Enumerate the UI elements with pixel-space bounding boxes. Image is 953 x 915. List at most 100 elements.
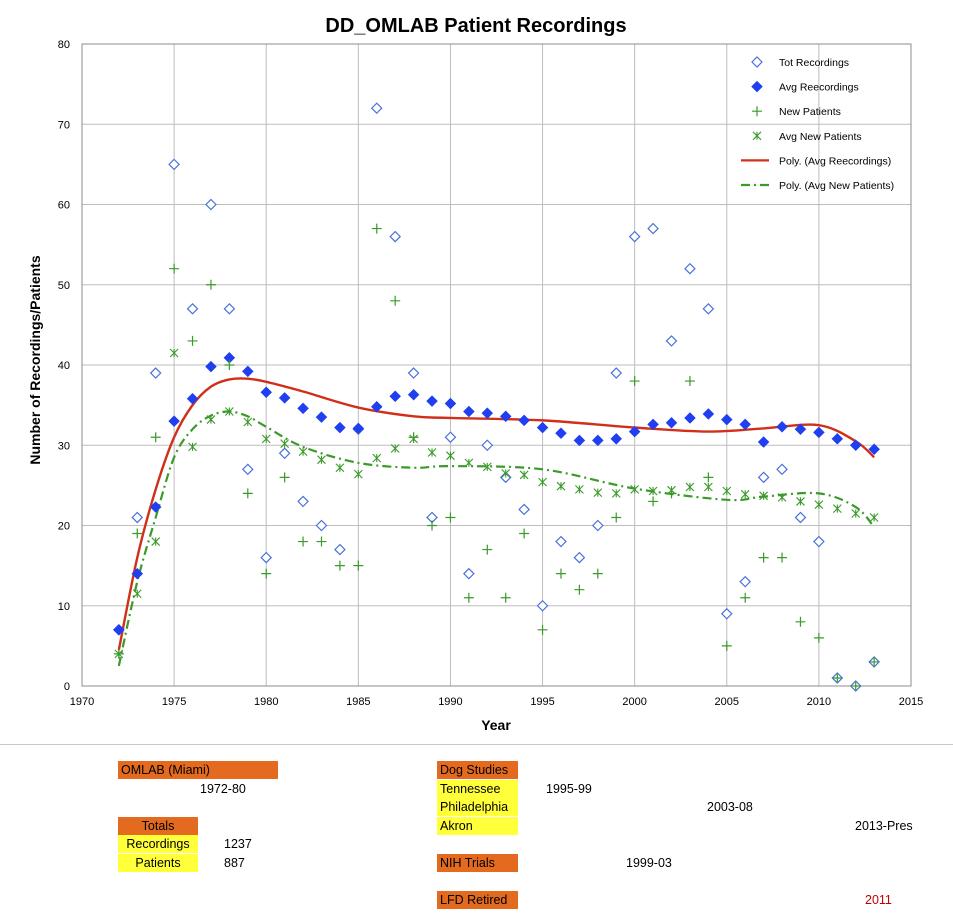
point-s3-2005 [722, 486, 732, 496]
point-s3-2001 [648, 486, 658, 496]
point-s3-1980 [261, 434, 271, 444]
point-s1-1984 [334, 421, 346, 434]
point-s2-1991 [463, 592, 474, 603]
point-s1-1983 [315, 411, 328, 424]
point-s3-2002 [667, 485, 676, 495]
legend-marker-1 [751, 80, 763, 93]
point-s1-1992 [481, 407, 494, 420]
akron-label: Akron [437, 817, 518, 835]
lfd-retired-label: LFD Retired [437, 891, 518, 909]
nih-trials-years: 1999-03 [626, 856, 672, 870]
point-s3-1982 [298, 447, 308, 457]
point-s2-2004 [703, 472, 714, 483]
legend-label-1: Avg Reecordings [779, 82, 859, 94]
point-s0-2007 [757, 471, 770, 484]
point-s2-1974 [150, 432, 161, 443]
point-s3-1979 [243, 417, 253, 427]
point-s1-2010 [813, 426, 825, 439]
point-s1-1989 [426, 395, 438, 407]
y-tick-label: 70 [58, 119, 70, 131]
nih-trials-label: NIH Trials [437, 854, 518, 872]
point-s1-1977 [205, 360, 217, 373]
point-s3-1986 [372, 453, 382, 463]
legend-label-2: New Patients [779, 106, 841, 118]
point-s3-1995 [538, 477, 547, 487]
point-s2-1983 [316, 536, 327, 547]
point-s0-2008 [776, 463, 788, 476]
point-s2-1990 [445, 512, 456, 523]
point-s0-1975 [168, 158, 180, 171]
point-s3-1988 [409, 434, 418, 444]
point-s2-1984 [334, 560, 345, 571]
point-s3-1977 [206, 415, 216, 424]
point-s2-1982 [298, 536, 309, 547]
point-s3-1994 [519, 470, 529, 480]
point-s3-1978 [224, 407, 234, 416]
point-s1-2003 [684, 412, 696, 424]
point-s2-1980 [261, 568, 272, 579]
dog-studies-label: Dog Studies [437, 761, 518, 779]
y-tick-label: 0 [64, 681, 70, 693]
point-s0-1982 [297, 495, 309, 508]
point-s0-2000 [628, 230, 641, 243]
point-s3-1972 [114, 649, 124, 659]
point-s0-2009 [794, 511, 807, 524]
point-s2-2005 [721, 640, 732, 651]
point-s2-2003 [684, 376, 695, 387]
tennessee-years: 1995-99 [546, 782, 592, 796]
point-s2-1978 [224, 360, 235, 370]
point-s2-1987 [390, 295, 401, 306]
omlab-years: 1972-80 [200, 782, 246, 796]
x-tick-label: 1970 [70, 696, 94, 708]
point-s2-2006 [740, 592, 751, 603]
point-s0-1987 [389, 230, 402, 243]
point-s1-2013 [868, 443, 881, 456]
point-s3-2010 [814, 500, 824, 510]
trend-lines [117, 377, 876, 667]
point-s0-1997 [573, 551, 586, 564]
totals-label: Totals [118, 817, 198, 835]
x-tick-label: 2010 [807, 696, 831, 708]
point-s1-1997 [573, 434, 586, 447]
x-tick-label: 2015 [899, 696, 923, 708]
point-s0-1999 [610, 367, 623, 379]
point-s2-1975 [169, 263, 180, 274]
point-s1-1981 [278, 392, 291, 404]
point-s0-1984 [334, 543, 346, 556]
tennessee-label: Tennessee [437, 780, 518, 798]
point-s0-1980 [260, 551, 273, 564]
point-s3-2004 [703, 482, 713, 492]
point-s1-1991 [463, 405, 475, 418]
point-s2-1999 [611, 512, 622, 523]
x-tick-label: 1990 [438, 696, 462, 708]
point-s1-2007 [757, 436, 770, 448]
point-s1-1999 [610, 432, 623, 445]
y-tick-label: 20 [58, 521, 70, 533]
trend-line-5 [117, 410, 876, 667]
point-s2-1976 [187, 335, 198, 346]
chart-grid [82, 44, 911, 686]
point-s1-2012 [849, 439, 862, 452]
patients-value: 887 [224, 856, 245, 870]
y-axis-label: Number of Recordings/Patients [27, 255, 43, 464]
point-s3-1999 [611, 489, 621, 498]
point-s2-1985 [353, 560, 364, 571]
separator-line [0, 744, 953, 745]
point-s0-1988 [407, 367, 420, 379]
point-s2-2010 [813, 632, 824, 643]
trend-line-4 [117, 377, 875, 651]
point-s3-1998 [593, 488, 603, 497]
point-s0-1992 [481, 439, 494, 452]
point-s1-1979 [241, 365, 254, 378]
point-s2-1997 [574, 584, 585, 595]
x-tick-label: 1995 [530, 696, 554, 708]
x-tick-label: 1975 [162, 696, 186, 708]
lfd-retired-year: 2011 [865, 893, 892, 907]
y-tick-label: 30 [58, 440, 70, 452]
point-s3-1974 [151, 537, 161, 546]
point-s0-1998 [591, 519, 604, 532]
point-s2-1995 [537, 624, 548, 635]
y-tick-label: 40 [58, 360, 70, 372]
legend-marker-3 [752, 131, 762, 141]
point-s2-2013 [869, 656, 880, 667]
